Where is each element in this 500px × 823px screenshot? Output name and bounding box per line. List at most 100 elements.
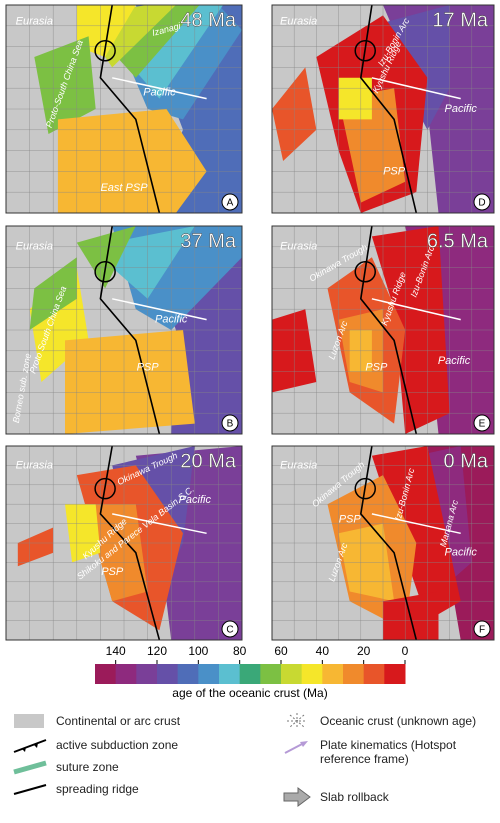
legend-item: active subduction zone: [12, 736, 178, 754]
circle-marker: [354, 477, 376, 500]
legend-text: suture zone: [56, 760, 119, 774]
colorbar-segment: [363, 664, 385, 684]
oceanic-crust: [76, 226, 136, 289]
oceanic-crust: [371, 446, 461, 621]
map-label: Pacific: [444, 547, 477, 559]
panel-age: 0 Ma: [444, 450, 489, 472]
map-panel: [6, 226, 242, 434]
legend-item: Oceanic crust (unknown age): [282, 712, 476, 730]
circle-marker: [354, 40, 376, 62]
legend-text: Continental or arc crust: [56, 714, 181, 728]
panel-letter: A: [227, 198, 234, 209]
map-label: Pacific: [444, 103, 477, 115]
map-label: Pacific: [179, 494, 212, 506]
colorbar-tick-label: 120: [147, 644, 167, 658]
oceanic-crust: [76, 5, 136, 57]
panel-frame: [5, 4, 243, 214]
panel-letter-badge: [473, 414, 491, 432]
map-panel: [6, 5, 242, 213]
map-label: PSP: [137, 361, 160, 373]
panel-letter-badge: [473, 193, 491, 211]
colorbar-tick-label: 0: [402, 644, 409, 658]
kinematics-arrow: [112, 77, 207, 100]
panel-letter-badge: [473, 620, 491, 638]
colorbar-tick-label: 20: [357, 644, 371, 658]
map-label: PSP: [339, 514, 362, 526]
circle-marker: [94, 261, 116, 283]
colorbar-segment: [343, 664, 365, 684]
map-panel: [6, 446, 242, 640]
map-label: East PSP: [100, 182, 148, 194]
legend-text: Oceanic crust (unknown age): [320, 714, 477, 728]
panel-age: 20 Ma: [180, 450, 236, 472]
panel-letter-badge: [221, 193, 239, 211]
panel-frame: [271, 4, 495, 214]
colorbar-tick-label: 60: [274, 644, 288, 658]
panel-letter-badge: [221, 414, 239, 432]
colorbar-segment: [384, 664, 406, 684]
map-label: Eurasia: [16, 241, 53, 253]
colorbar-segment: [95, 664, 117, 684]
circle-marker: [94, 477, 116, 500]
legend-item: Continental or arc crust: [12, 712, 180, 730]
colorbar-segment: [260, 664, 282, 684]
panel-frame: [5, 445, 243, 641]
panel-age: 37 Ma: [180, 230, 236, 252]
colorbar-segment: [322, 664, 344, 684]
panel-frame: [271, 445, 495, 641]
oceanic-crust: [338, 77, 372, 120]
kinematics-arrow: [371, 298, 461, 321]
panel-age: 48 Ma: [180, 9, 236, 31]
map-panel: [272, 5, 494, 213]
colorbar-segment: [136, 664, 158, 684]
map-label: PSP: [383, 165, 406, 177]
panel-age: 6.5 Ma: [427, 230, 489, 252]
oceanic-crust: [17, 527, 54, 567]
colorbar-tick-label: 100: [188, 644, 208, 658]
kinematics-arrow: [371, 513, 461, 535]
oceanic-crust: [65, 330, 195, 434]
colorbar-label: age of the oceanic crust (Ma): [172, 686, 327, 700]
colorbar-tick-label: 40: [316, 644, 330, 658]
map-label: Eurasia: [16, 459, 53, 471]
legend-item: suture zone: [12, 758, 119, 776]
panel-frame: [271, 225, 495, 435]
oceanic-crust: [65, 504, 101, 563]
kinematics-arrow: [112, 513, 207, 535]
kinematics-arrow: [112, 298, 207, 321]
legend-text: active subduction zone: [56, 738, 179, 752]
panel-letter: B: [227, 419, 234, 430]
map-label: PSP: [365, 361, 388, 373]
subduction-zone: [99, 446, 161, 640]
legend-text: Plate kinematics (Hotspot reference fram…: [320, 738, 457, 766]
map-label: Eurasia: [16, 16, 53, 28]
map-label: Pacific: [155, 314, 188, 326]
panel-letter: D: [478, 198, 485, 209]
legend-item: Slab rollback: [282, 786, 389, 808]
oceanic-crust: [83, 504, 148, 602]
panel-letter: E: [479, 419, 486, 430]
colorbar-segment: [177, 664, 199, 684]
panel-letter: F: [479, 625, 485, 636]
colorbar-tick-label: 80: [233, 644, 247, 658]
colorbar-segment: [198, 664, 220, 684]
oceanic-crust: [34, 36, 96, 134]
legend-text: Slab rollback: [320, 790, 389, 804]
colorbar-segment: [157, 664, 179, 684]
map-label: Eurasia: [280, 16, 317, 28]
panel-age: 17 Ma: [432, 9, 488, 31]
colorbar-tick-label: 140: [106, 644, 126, 658]
map-panel: [272, 226, 494, 434]
kinematics-arrow: [371, 77, 461, 100]
colorbar-segment: [281, 664, 303, 684]
map-label: Eurasia: [280, 459, 317, 471]
map-label: Pacific: [143, 86, 176, 98]
colorbar-segment: [239, 664, 261, 684]
panel-letter: C: [226, 625, 233, 636]
colorbar-segment: [115, 664, 137, 684]
circle-marker: [354, 261, 376, 283]
colorbar-segment: [219, 664, 241, 684]
circle-marker: [94, 40, 116, 62]
map-label: Eurasia: [280, 241, 317, 253]
